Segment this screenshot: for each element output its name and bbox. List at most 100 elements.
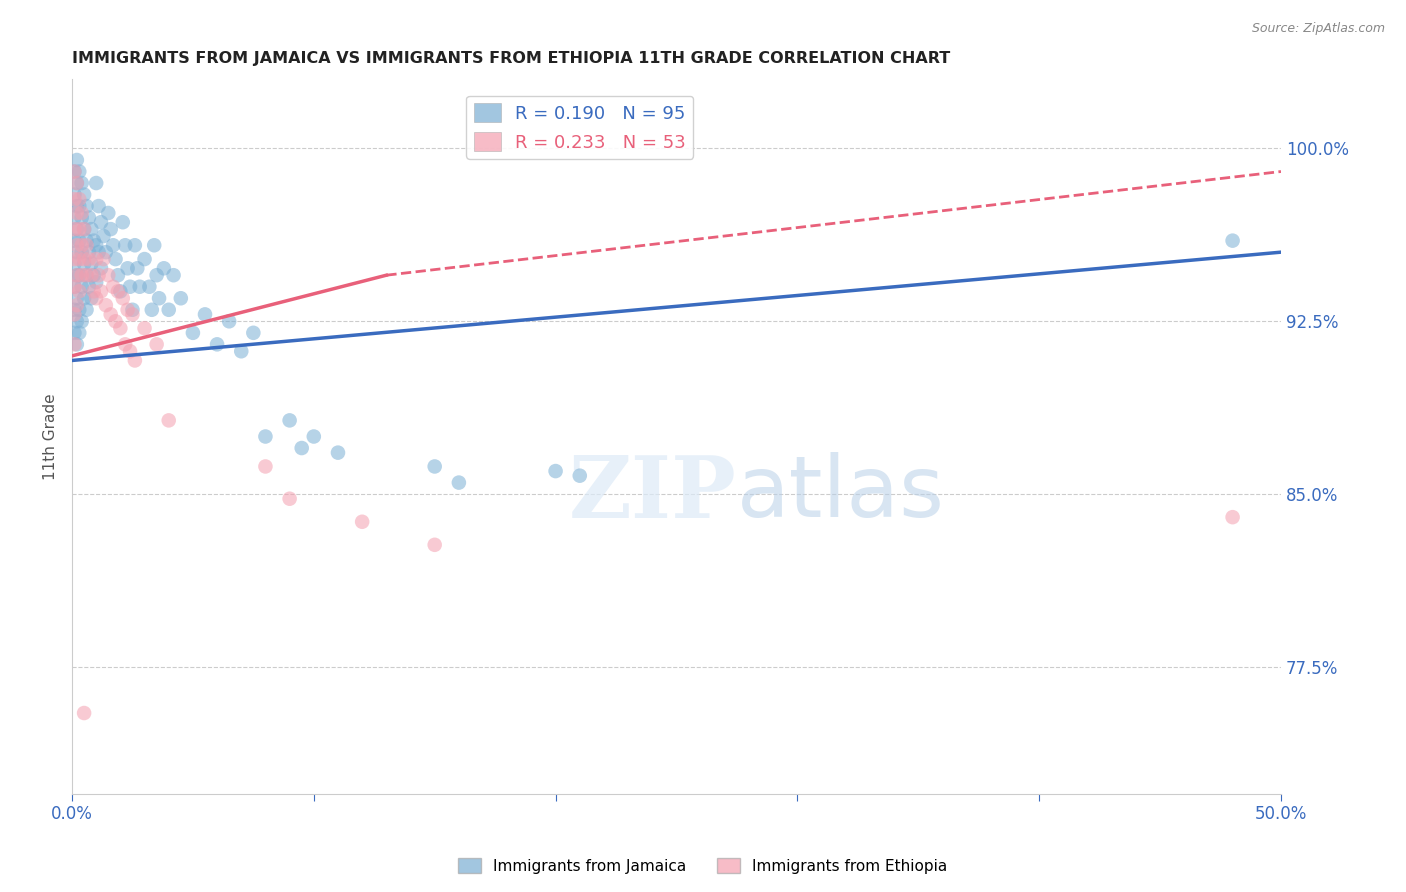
Point	[70, 211, 93, 225]
Point	[111, 291, 134, 305]
Point	[73, 706, 96, 720]
Point	[77, 211, 100, 225]
Point	[128, 279, 150, 293]
Legend: R = 0.190   N = 95, R = 0.233   N = 53: R = 0.190 N = 95, R = 0.233 N = 53	[467, 95, 693, 159]
Point	[67, 164, 90, 178]
Point	[153, 261, 176, 276]
Text: atlas: atlas	[737, 452, 945, 535]
Point	[63, 211, 86, 225]
Point	[94, 298, 117, 312]
Point	[124, 353, 146, 368]
Point	[76, 268, 98, 283]
Point	[67, 222, 90, 236]
Point	[121, 307, 143, 321]
Point	[90, 285, 112, 299]
Point	[70, 238, 93, 252]
Point	[76, 302, 98, 317]
Point	[127, 261, 149, 276]
Point	[63, 164, 86, 178]
Point	[87, 199, 110, 213]
Point	[143, 238, 166, 252]
Point	[145, 268, 167, 283]
Point	[66, 176, 89, 190]
Point	[87, 268, 110, 283]
Point	[118, 279, 141, 293]
Point	[117, 302, 139, 317]
Point	[423, 459, 446, 474]
Point	[278, 491, 301, 506]
Point	[107, 285, 129, 299]
Point	[138, 279, 160, 293]
Point	[100, 307, 122, 321]
Point	[83, 285, 105, 299]
Point	[302, 429, 325, 443]
Point	[77, 245, 100, 260]
Point	[111, 215, 134, 229]
Point	[66, 291, 89, 305]
Point	[70, 206, 93, 220]
Point	[66, 238, 89, 252]
Point	[84, 291, 107, 305]
Point	[66, 153, 89, 167]
Legend: Immigrants from Jamaica, Immigrants from Ethiopia: Immigrants from Jamaica, Immigrants from…	[453, 852, 953, 880]
Point	[423, 538, 446, 552]
Point	[544, 464, 567, 478]
Point	[66, 268, 89, 283]
Point	[80, 222, 103, 236]
Point	[157, 413, 180, 427]
Point	[73, 222, 96, 236]
Point	[63, 279, 86, 293]
Point	[242, 326, 264, 340]
Point	[76, 234, 98, 248]
Point	[124, 238, 146, 252]
Point	[63, 279, 86, 293]
Point	[70, 176, 93, 190]
Point	[205, 337, 228, 351]
Text: Source: ZipAtlas.com: Source: ZipAtlas.com	[1251, 22, 1385, 36]
Point	[63, 302, 86, 317]
Point	[101, 279, 124, 293]
Point	[1222, 510, 1244, 524]
Point	[63, 222, 86, 236]
Point	[84, 176, 107, 190]
Point	[63, 337, 86, 351]
Point	[121, 302, 143, 317]
Point	[1222, 234, 1244, 248]
Point	[194, 307, 217, 321]
Point	[84, 252, 107, 266]
Point	[73, 291, 96, 305]
Point	[67, 326, 90, 340]
Text: ZIP: ZIP	[569, 451, 737, 536]
Point	[67, 252, 90, 266]
Point	[181, 326, 204, 340]
Point	[70, 245, 93, 260]
Point	[114, 238, 136, 252]
Point	[278, 413, 301, 427]
Point	[67, 285, 90, 299]
Point	[254, 429, 277, 443]
Point	[77, 252, 100, 266]
Point	[70, 314, 93, 328]
Point	[107, 268, 129, 283]
Point	[90, 215, 112, 229]
Point	[70, 279, 93, 293]
Point	[162, 268, 184, 283]
Point	[134, 252, 156, 266]
Point	[73, 222, 96, 236]
Point	[73, 252, 96, 266]
Point	[66, 176, 89, 190]
Point	[83, 268, 105, 283]
Point	[104, 314, 127, 328]
Point	[83, 234, 105, 248]
Point	[63, 192, 86, 206]
Point	[66, 199, 89, 213]
Point	[63, 252, 86, 266]
Point	[67, 199, 90, 213]
Point	[76, 268, 98, 283]
Point	[100, 222, 122, 236]
Text: IMMIGRANTS FROM JAMAICA VS IMMIGRANTS FROM ETHIOPIA 11TH GRADE CORRELATION CHART: IMMIGRANTS FROM JAMAICA VS IMMIGRANTS FR…	[72, 51, 950, 66]
Y-axis label: 11th Grade: 11th Grade	[44, 393, 58, 480]
Point	[231, 344, 253, 359]
Point	[66, 314, 89, 328]
Point	[87, 245, 110, 260]
